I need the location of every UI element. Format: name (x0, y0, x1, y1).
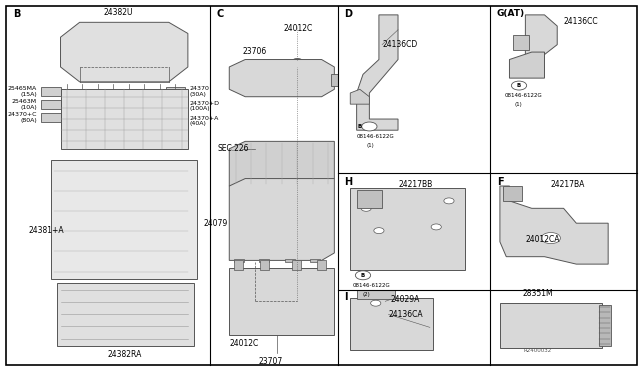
Text: G(AT): G(AT) (497, 9, 525, 18)
Text: B: B (361, 273, 365, 278)
Bar (350, 298, 433, 350)
Bar (51, 160, 197, 279)
Text: (1): (1) (366, 143, 374, 148)
Text: 24382RA: 24382RA (107, 350, 141, 359)
Bar (292, 260, 301, 270)
Text: 24370+C
(80A): 24370+C (80A) (8, 112, 37, 123)
Text: 24012CA: 24012CA (525, 235, 560, 244)
Bar (166, 102, 185, 110)
Text: 24012C: 24012C (284, 24, 313, 33)
Polygon shape (509, 52, 545, 78)
Bar (513, 35, 529, 50)
Bar (42, 100, 61, 109)
Text: 24370+A
(40A): 24370+A (40A) (189, 115, 218, 126)
Text: 25465MA
(15A): 25465MA (15A) (8, 86, 37, 97)
Text: D: D (344, 9, 352, 19)
Polygon shape (356, 15, 398, 130)
Text: I: I (344, 292, 348, 302)
Bar (356, 290, 395, 299)
Text: 24029A: 24029A (390, 295, 420, 304)
Circle shape (362, 122, 377, 131)
Bar (310, 259, 321, 262)
Text: (1): (1) (515, 102, 522, 107)
Text: (2): (2) (363, 292, 371, 297)
Text: 23707: 23707 (259, 357, 283, 366)
Circle shape (444, 198, 454, 204)
Circle shape (431, 224, 442, 230)
Circle shape (361, 205, 371, 211)
Text: 24079: 24079 (203, 219, 227, 228)
Polygon shape (229, 141, 334, 186)
Text: 24370
(30A): 24370 (30A) (189, 86, 209, 97)
Text: B: B (358, 124, 362, 129)
Text: R2400032: R2400032 (524, 348, 552, 353)
Circle shape (371, 300, 381, 306)
Text: B: B (13, 9, 20, 19)
Bar (285, 259, 295, 262)
Bar (234, 259, 244, 262)
Text: H: H (344, 177, 352, 187)
Text: SEC.226: SEC.226 (218, 144, 250, 153)
Polygon shape (500, 186, 608, 264)
Text: 24217BA: 24217BA (551, 180, 585, 189)
Circle shape (541, 232, 561, 244)
Text: 08146-6122G: 08146-6122G (352, 283, 390, 288)
Polygon shape (61, 22, 188, 82)
Bar (229, 268, 334, 335)
Bar (260, 260, 269, 270)
Bar (350, 188, 465, 270)
Bar (598, 305, 611, 346)
Bar (331, 74, 337, 86)
Text: 24012C: 24012C (229, 339, 259, 347)
Text: 24382U: 24382U (103, 8, 132, 17)
Bar (234, 260, 243, 270)
Bar (503, 186, 522, 201)
Text: 24136CC: 24136CC (564, 17, 598, 26)
Text: 08146-6122G: 08146-6122G (504, 93, 542, 98)
Bar (317, 260, 326, 270)
Text: 24217BB: 24217BB (398, 180, 432, 189)
Circle shape (355, 271, 371, 280)
Text: 24381+A: 24381+A (29, 226, 64, 235)
Bar (61, 89, 188, 149)
Bar (259, 259, 269, 262)
Text: C: C (216, 9, 224, 19)
Polygon shape (229, 60, 334, 97)
Bar (356, 190, 382, 208)
Circle shape (511, 81, 527, 90)
Circle shape (292, 58, 303, 64)
Polygon shape (229, 179, 334, 260)
Text: 25463M
(10A): 25463M (10A) (12, 99, 37, 110)
Text: 28351M: 28351M (523, 289, 554, 298)
Bar (58, 283, 195, 346)
Polygon shape (350, 89, 369, 104)
Text: B: B (517, 83, 521, 88)
Bar (166, 87, 185, 96)
Text: 24136CA: 24136CA (388, 310, 423, 319)
Bar (42, 87, 61, 96)
Bar (42, 113, 61, 122)
Text: 23706: 23706 (242, 47, 266, 56)
Text: F: F (497, 177, 503, 187)
Circle shape (374, 228, 384, 234)
Bar (500, 303, 602, 348)
Bar (166, 116, 185, 125)
Polygon shape (525, 15, 557, 60)
Text: 08146-6122G: 08146-6122G (356, 134, 394, 139)
Text: 24136CD: 24136CD (382, 40, 417, 49)
Text: 24370+D
(100A): 24370+D (100A) (189, 100, 219, 112)
